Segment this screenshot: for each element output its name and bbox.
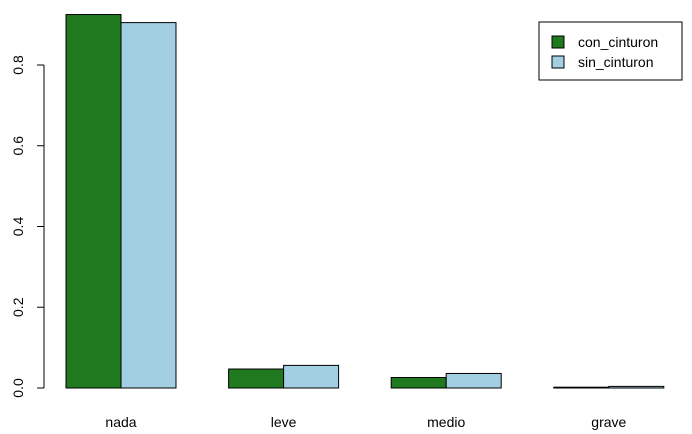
bar-sin_cinturon-grave: [608, 385, 665, 389]
bar-con_cinturon-nada: [65, 14, 122, 389]
y-tick-label: 0.8: [10, 55, 26, 75]
legend-box: [538, 21, 683, 81]
x-label-nada: nada: [105, 414, 136, 430]
legend-label-con_cinturon: con_cinturon: [578, 34, 658, 50]
bar-sin_cinturon-medio: [445, 372, 502, 389]
bar-sin_cinturon-leve: [283, 364, 340, 389]
bar-con_cinturon-leve: [228, 368, 285, 389]
y-tick-label: 0.6: [10, 136, 26, 156]
legend-swatch-sin_cinturon: [551, 55, 565, 69]
bar-con_cinturon-medio: [390, 377, 447, 389]
x-label-medio: medio: [427, 414, 465, 430]
legend-label-sin_cinturon: sin_cinturon: [578, 54, 654, 70]
bars-group: [65, 14, 665, 389]
bar-sin_cinturon-nada: [120, 22, 177, 389]
legend: con_cinturon sin_cinturon: [538, 21, 683, 81]
bar-con_cinturon-grave: [553, 386, 610, 389]
legend-swatch-con_cinturon: [551, 35, 565, 49]
x-label-leve: leve: [271, 414, 297, 430]
y-tick-label: 0.4: [10, 217, 26, 237]
x-axis-labels: nada leve medio grave: [105, 414, 626, 430]
y-tick-label: 0.2: [10, 297, 26, 317]
y-tick-label: 0.0: [10, 378, 26, 398]
x-label-grave: grave: [591, 414, 626, 430]
y-axis: 0.0 0.2 0.4 0.6 0.8: [10, 55, 45, 398]
